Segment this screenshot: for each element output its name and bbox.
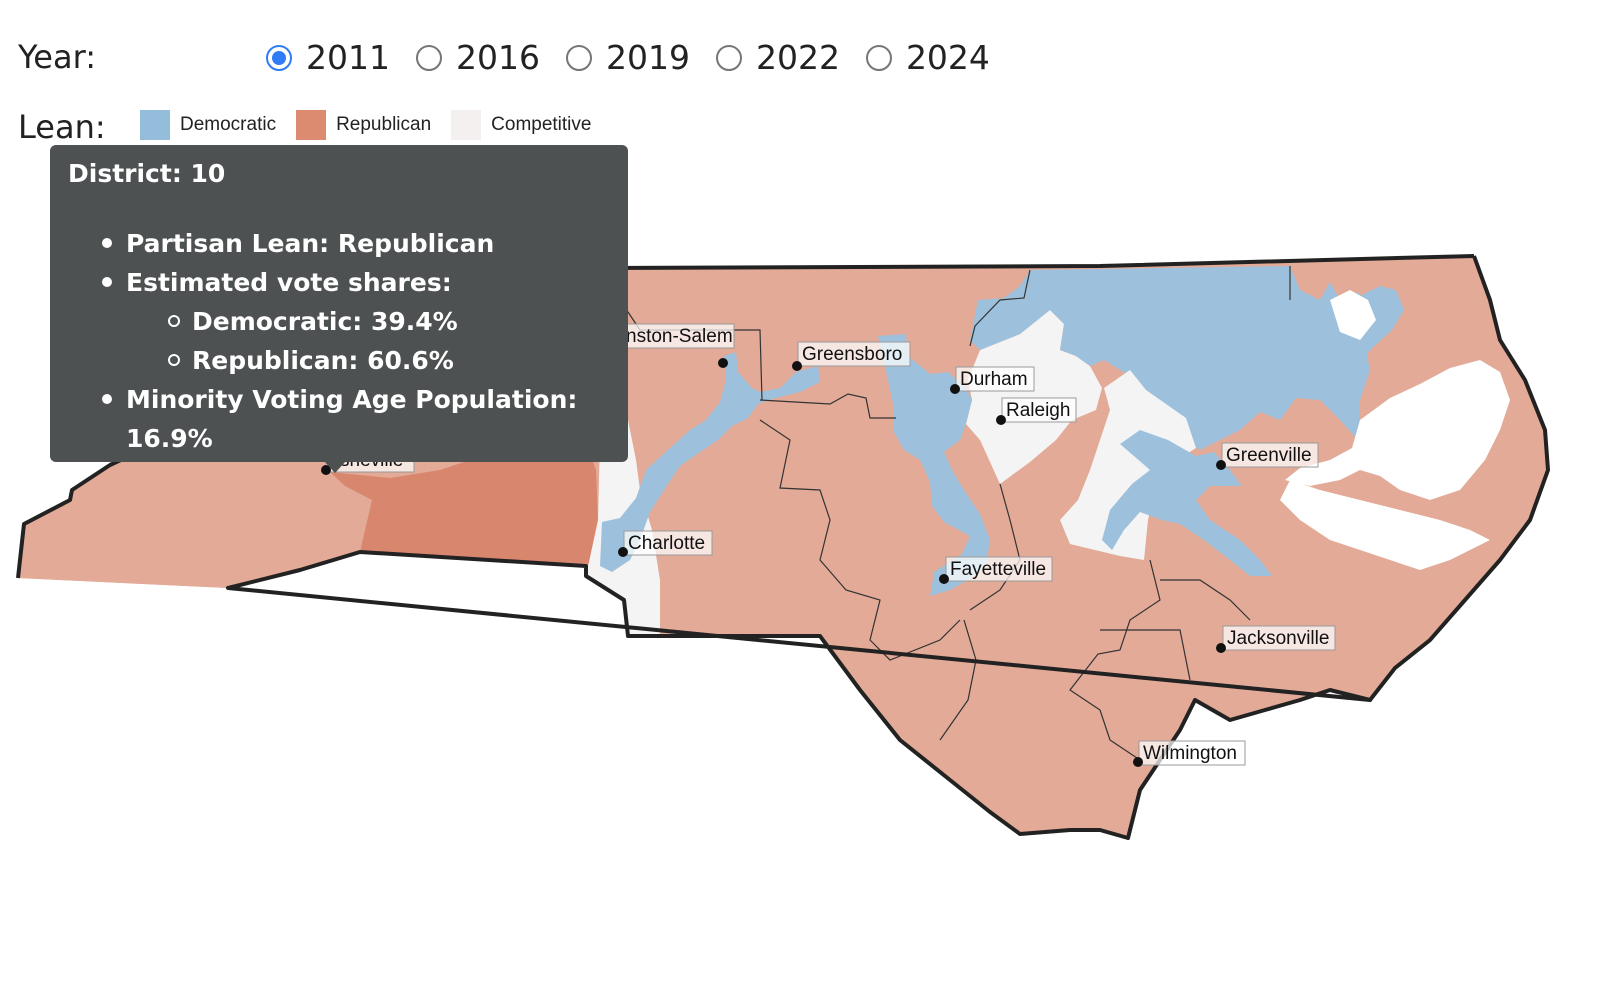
city-label: Jacksonville — [1227, 628, 1329, 649]
tooltip-partisan-lean: Partisan Lean: Republican — [102, 224, 610, 263]
legend-swatch-competitive — [451, 110, 482, 140]
district-dem-fayetteville[interactable] — [878, 334, 990, 596]
year-option-2019[interactable]: 2019 — [565, 38, 690, 77]
city-label: Wilmington — [1143, 743, 1237, 764]
city-label: Fayetteville — [950, 559, 1046, 580]
city-dot — [950, 384, 960, 394]
year-option-label: 2011 — [306, 38, 390, 77]
year-option-label: 2019 — [605, 38, 690, 77]
district-dem-east[interactable] — [1102, 430, 1272, 576]
legend-label: Democratic — [180, 114, 277, 135]
city-label-box — [945, 556, 1053, 582]
legend-label: Republican — [336, 114, 432, 135]
city-label: Greenville — [1226, 445, 1312, 466]
legend-item-democratic: Democratic — [140, 110, 276, 140]
city-label-box — [1221, 442, 1319, 468]
city-dot — [1133, 757, 1143, 767]
legend-item-competitive: Competitive — [451, 110, 591, 140]
city-label-box — [797, 341, 911, 367]
city-greensboro[interactable]: Greensboro — [792, 341, 911, 371]
lean-label: Lean: — [18, 108, 106, 146]
radio-2022[interactable] — [715, 44, 742, 71]
city-winston-salem[interactable]: nston-Salem — [621, 323, 735, 368]
city-label-box — [1138, 740, 1246, 766]
year-option-2022[interactable]: 2022 — [715, 38, 840, 77]
legend-swatch-republican — [296, 110, 327, 140]
legend-label: Competitive — [491, 114, 592, 135]
city-label-box — [955, 366, 1035, 392]
city-dot — [618, 547, 628, 557]
year-option-label: 2016 — [455, 38, 540, 77]
year-option-2024[interactable]: 2024 — [865, 38, 990, 77]
district-dem-northeast[interactable] — [970, 266, 1370, 450]
tooltip-republican-share: Republican: 60.6% — [168, 341, 610, 380]
city-charlotte[interactable]: Charlotte — [618, 530, 713, 557]
city-label-box — [1001, 397, 1077, 423]
city-wilmington[interactable]: Wilmington — [1133, 740, 1246, 767]
sound-water-3 — [1330, 290, 1376, 340]
city-raleigh[interactable]: Raleigh — [996, 397, 1077, 425]
year-option-label: 2022 — [755, 38, 840, 77]
district-triangle-competitive[interactable] — [966, 310, 1102, 484]
city-fayetteville[interactable]: Fayetteville — [939, 556, 1053, 584]
city-dot — [1216, 460, 1226, 470]
city-dot — [718, 358, 728, 368]
lean-legend: Democratic Republican Competitive — [140, 110, 611, 140]
city-dot — [996, 415, 1006, 425]
barrier-islands — [1368, 255, 1551, 702]
city-durham[interactable]: Durham — [950, 366, 1035, 394]
city-label: Durham — [960, 369, 1028, 390]
city-dot — [1216, 643, 1226, 653]
radio-2011[interactable] — [266, 44, 292, 71]
city-label: nston-Salem — [626, 326, 733, 347]
tooltip-democratic-share: Democratic: 39.4% — [168, 302, 610, 341]
year-options: 2011 2016 2019 2022 2024 — [266, 38, 1016, 77]
legend-item-republican: Republican — [296, 110, 431, 140]
tooltip-vote-shares-label: Estimated vote shares: — [126, 268, 452, 297]
year-option-label: 2024 — [905, 38, 990, 77]
city-label: Charlotte — [628, 533, 705, 554]
year-option-2016[interactable]: 2016 — [415, 38, 540, 77]
tooltip-vote-shares-list: Democratic: 39.4% Republican: 60.6% — [126, 302, 610, 380]
city-label: Raleigh — [1006, 400, 1070, 421]
city-markers: nston-Salem Greensboro Durham Raleigh Gr… — [321, 323, 1336, 767]
tooltip-vote-shares: Estimated vote shares: Democratic: 39.4%… — [102, 263, 610, 380]
legend-swatch-democratic — [140, 110, 170, 140]
year-label: Year: — [18, 38, 96, 76]
year-selector: Year: 2011 2016 2019 2022 2024 — [18, 38, 990, 77]
city-greenville[interactable]: Greenville — [1216, 442, 1319, 470]
lean-legend-row: Lean: Democratic Republican Competitive — [18, 108, 591, 146]
tooltip-title: District: 10 — [68, 159, 226, 188]
tooltip-list: Partisan Lean: Republican Estimated vote… — [68, 224, 610, 458]
radio-2016[interactable] — [415, 44, 442, 71]
city-label-box — [1222, 625, 1336, 651]
city-label: Greensboro — [802, 344, 902, 365]
city-dot — [792, 361, 802, 371]
district-east-competitive[interactable] — [1060, 370, 1196, 560]
sound-water — [1285, 360, 1510, 500]
city-jacksonville[interactable]: Jacksonville — [1216, 625, 1336, 653]
city-label-box — [623, 530, 713, 556]
radio-2024[interactable] — [865, 44, 892, 71]
year-option-2011[interactable]: 2011 — [266, 38, 390, 77]
tooltip-minority-vap: Minority Voting Age Population: 16.9% — [102, 380, 610, 458]
district-tooltip: District: 10 Partisan Lean: Republican E… — [50, 145, 628, 473]
sound-water-2 — [1280, 480, 1490, 570]
radio-2019[interactable] — [565, 44, 592, 71]
city-dot — [939, 574, 949, 584]
district-10[interactable] — [330, 448, 598, 564]
